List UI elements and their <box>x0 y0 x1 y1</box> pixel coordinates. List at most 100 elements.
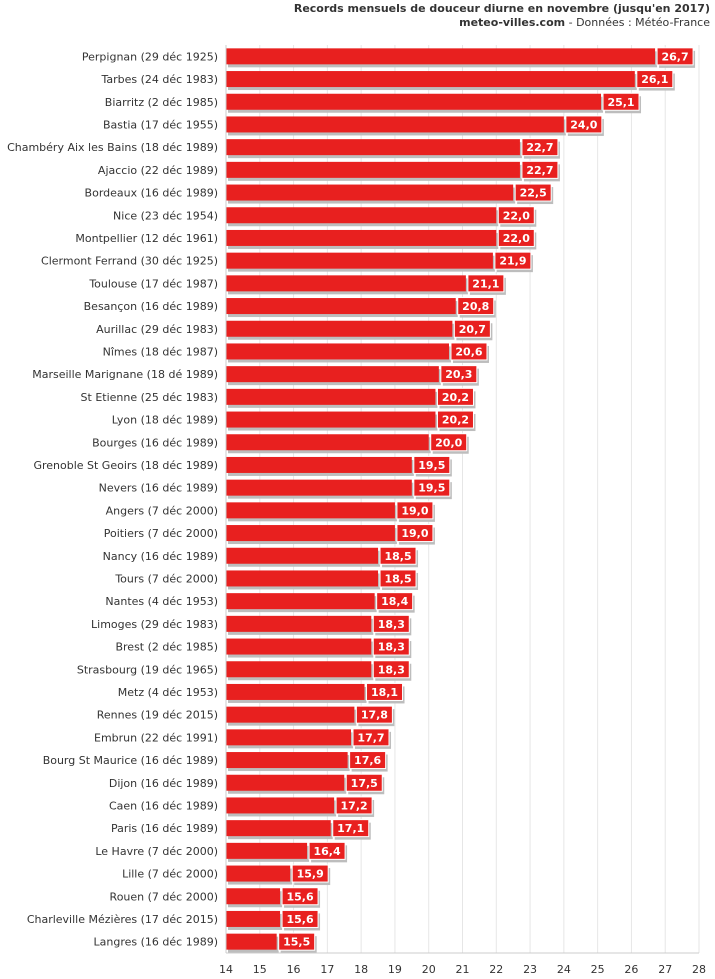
value-label-box <box>636 70 674 89</box>
value-label-box <box>376 592 414 611</box>
bar <box>226 479 412 496</box>
value-label: 22,7 <box>526 141 553 154</box>
bar <box>226 275 466 292</box>
bar <box>226 615 372 632</box>
x-tick-label: 22 <box>489 963 503 976</box>
chart-subtitle: meteo-villes.com - Données : Météo-Franc… <box>294 16 710 30</box>
value-label-box <box>332 819 370 838</box>
bar <box>226 752 348 769</box>
category-label: Perpignan (29 déc 1925) <box>82 50 218 63</box>
value-label-box <box>345 773 383 792</box>
value-label-box <box>278 932 316 951</box>
x-axis: 14 15 16 17 18 19 20 21 22 23 24 25 26 27 28 <box>219 45 706 976</box>
category-label: St Etienne (25 déc 1983) <box>81 391 218 404</box>
value-label-box <box>457 297 495 316</box>
value-label: 22,0 <box>503 209 530 222</box>
x-tick-label: 17 <box>320 963 334 976</box>
category-label: Aurillac (29 déc 1983) <box>96 323 218 336</box>
bar <box>226 933 277 950</box>
bar <box>226 661 372 678</box>
bar <box>226 388 436 405</box>
value-label-box <box>413 478 451 497</box>
value-label-box <box>497 228 535 247</box>
value-label-box <box>440 365 478 384</box>
value-label-box <box>565 115 603 134</box>
bar <box>226 116 564 133</box>
category-label: Montpellier (12 déc 1961) <box>75 232 218 245</box>
value-label-box <box>396 524 434 543</box>
category-label: Paris (16 déc 1989) <box>111 822 218 835</box>
bar <box>226 888 281 905</box>
bar <box>226 93 602 110</box>
bar <box>226 320 453 337</box>
category-label: Toulouse (17 déc 1987) <box>88 277 218 290</box>
bar <box>226 48 656 65</box>
x-tick-label: 14 <box>219 963 233 976</box>
value-label: 20,2 <box>442 391 469 404</box>
category-label: Nice (23 déc 1954) <box>113 209 218 222</box>
category-label: Biarritz (2 déc 1985) <box>105 96 218 109</box>
category-label: Le Havre (7 déc 2000) <box>95 845 218 858</box>
value-label: 21,9 <box>499 255 526 268</box>
value-label-box <box>413 455 451 474</box>
value-label: 15,6 <box>286 890 313 903</box>
value-label-box <box>355 705 393 724</box>
bar <box>226 865 291 882</box>
value-label: 15,6 <box>286 913 313 926</box>
bar <box>226 570 379 587</box>
bar <box>226 343 449 360</box>
x-tick-label: 27 <box>658 963 672 976</box>
value-label: 17,2 <box>341 799 368 812</box>
value-label: 19,5 <box>418 459 445 472</box>
value-label: 21,1 <box>472 277 499 290</box>
value-label: 18,3 <box>378 618 405 631</box>
bar <box>226 797 335 814</box>
bar <box>226 525 395 542</box>
value-label-box <box>291 864 329 883</box>
value-label: 22,7 <box>526 164 553 177</box>
bar <box>226 729 352 746</box>
bars: 26,7 26,1 25,1 24,0 22,7 22,7 22,5 22,0 22,0 21,9… <box>226 47 696 954</box>
bar <box>226 298 456 315</box>
category-label: Tarbes (24 déc 1983) <box>100 73 218 86</box>
category-label: Langres (16 déc 1989) <box>94 936 218 949</box>
category-label: Nîmes (18 déc 1987) <box>103 345 218 358</box>
category-label: Angers (7 déc 2000) <box>106 504 218 517</box>
x-tick-label: 24 <box>557 963 571 976</box>
bar <box>226 842 308 859</box>
bar <box>226 774 345 791</box>
bar <box>226 184 514 201</box>
category-label: Bastia (17 déc 1955) <box>103 118 218 131</box>
bar <box>226 638 372 655</box>
value-label-box <box>497 206 535 225</box>
x-tick-label: 23 <box>523 963 537 976</box>
value-label: 17,6 <box>354 754 381 767</box>
value-label-box <box>521 160 559 179</box>
category-labels: Perpignan (29 déc 1925) Tarbes (24 déc 19… <box>7 50 218 948</box>
category-label: Poitiers (7 déc 2000) <box>104 527 218 540</box>
value-label: 16,4 <box>314 845 341 858</box>
value-label-box <box>379 546 417 565</box>
x-tick-label: 21 <box>456 963 470 976</box>
category-label: Lille (7 déc 2000) <box>122 868 218 881</box>
bar <box>226 502 395 519</box>
bar <box>226 207 497 224</box>
value-label: 22,0 <box>503 232 530 245</box>
category-label: Grenoble St Geoirs (18 déc 1989) <box>33 459 218 472</box>
category-label: Embrun (22 déc 1991) <box>94 731 218 744</box>
value-label-box <box>281 887 319 906</box>
category-label: Bourg St Maurice (16 déc 1989) <box>43 754 218 767</box>
value-label: 17,5 <box>351 777 378 790</box>
value-label: 19,0 <box>401 504 428 517</box>
value-label: 26,7 <box>662 50 689 63</box>
bar <box>226 161 520 178</box>
x-tick-label: 25 <box>591 963 605 976</box>
category-label: Charleville Mézières (17 déc 2015) <box>27 913 218 926</box>
bar <box>226 547 379 564</box>
grid-lines <box>225 45 700 953</box>
value-label: 20,2 <box>442 414 469 427</box>
value-label: 20,0 <box>435 436 462 449</box>
value-label-box <box>450 342 488 361</box>
